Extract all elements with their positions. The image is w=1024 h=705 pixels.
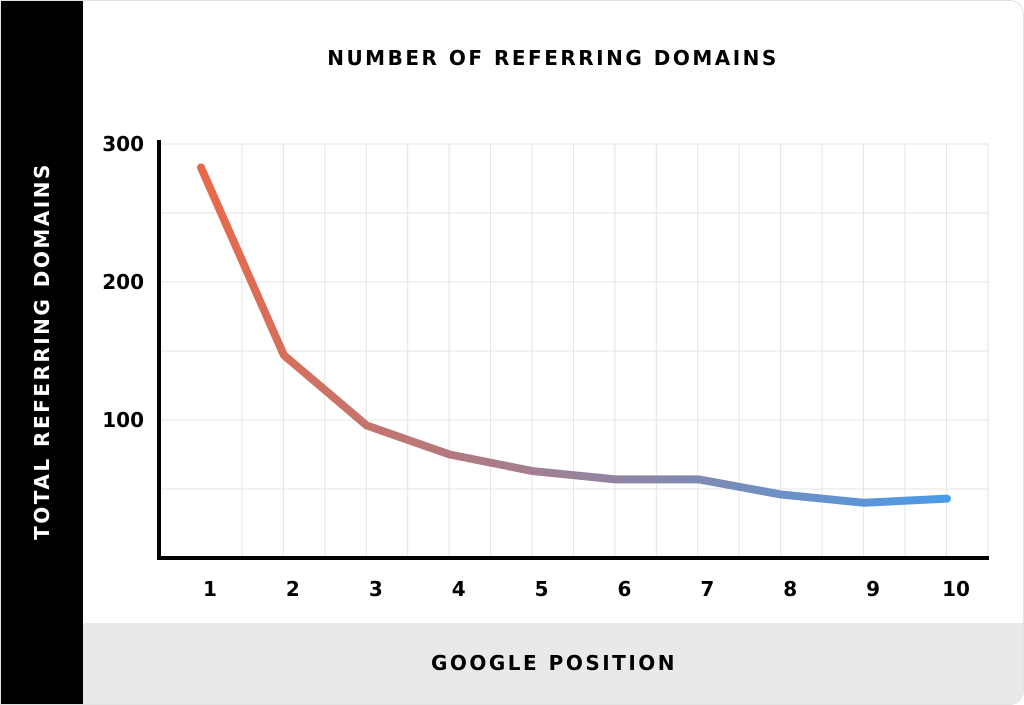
x-tick-label: 9 [866,577,880,601]
x-tick-label: 6 [617,577,631,601]
x-tick-label: 7 [700,577,714,601]
y-axis-label-bar: TOTAL REFERRING DOMAINS [1,1,83,704]
x-tick-label: 4 [452,577,466,601]
x-tick-label: 8 [783,577,797,601]
y-tick-label: 200 [102,270,144,294]
x-tick-label: 2 [286,577,300,601]
x-axis-label-band: GOOGLE POSITION [83,623,1023,704]
x-tick-label: 10 [942,577,970,601]
y-tick-label: 100 [102,408,144,432]
x-tick-label: 1 [203,577,217,601]
y-tick-label: 300 [102,132,144,156]
x-axis-title: GOOGLE POSITION [430,651,678,675]
chart-title: NUMBER OF REFERRING DOMAINS [327,46,779,70]
x-tick-label: 3 [369,577,383,601]
x-tick-label: 5 [535,577,549,601]
series-line [197,163,951,507]
